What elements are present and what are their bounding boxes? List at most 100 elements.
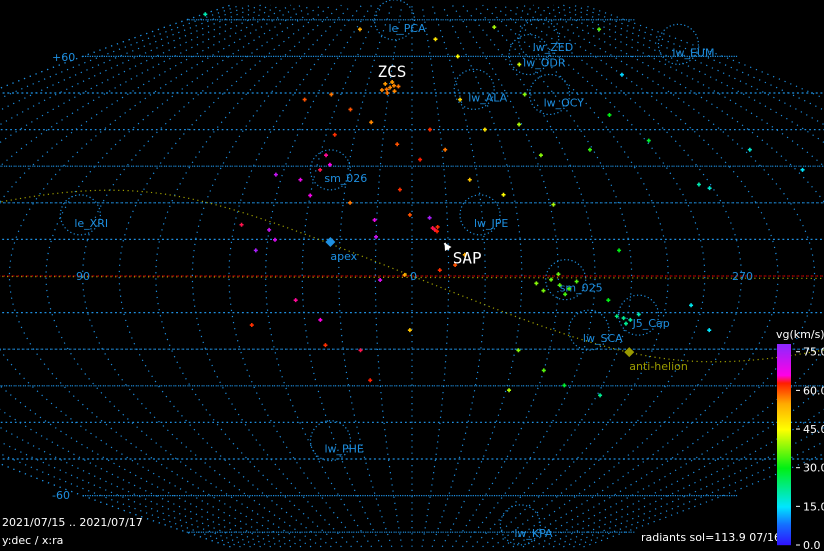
radiant-point (385, 91, 390, 95)
colorbar-segment (777, 382, 791, 384)
colorbar-segment (777, 373, 791, 375)
radiant-point (390, 80, 395, 85)
meridian-line (441, 4, 523, 548)
colorbar-segment (777, 465, 791, 467)
radiant-point (273, 172, 278, 177)
radiant-point (323, 343, 328, 348)
colorbar-segment (777, 402, 791, 404)
meridian-line (228, 4, 363, 548)
colorbar-tick-label: 15.0 (803, 500, 824, 513)
colorbar-segment (777, 483, 791, 485)
colorbar-segment (777, 537, 791, 539)
colorbar-segment (777, 479, 791, 481)
radiant-point (747, 147, 752, 152)
colorbar-segment (777, 357, 791, 359)
colorbar-segment (777, 372, 791, 374)
colorbar-segment (777, 476, 791, 478)
radiant-point (437, 268, 442, 273)
colorbar-segment (777, 473, 791, 475)
colorbar-segment (777, 510, 791, 512)
markers: apex anti-helion (325, 236, 688, 373)
annotations: ZCS SAP (378, 62, 482, 268)
colorbar-segment (777, 347, 791, 349)
shower-circle (59, 194, 101, 236)
shower-circle (657, 23, 700, 65)
shower-label: lw_SCA (583, 332, 623, 345)
colorbar: vg(km/s) 75.0 60.0 45.0 30.0 15.0 0.0 (776, 328, 824, 551)
colorbar-tick-label: 45.0 (803, 423, 824, 436)
colorbar-segment (777, 417, 791, 419)
colorbar-segment (777, 441, 791, 443)
colorbar-segment (777, 375, 791, 377)
radiant-point (551, 202, 556, 207)
colorbar-segment (777, 471, 791, 473)
colorbar-segment (777, 370, 791, 372)
radiant-point (302, 97, 307, 102)
colorbar-segment (777, 408, 791, 410)
radiant-point (556, 272, 561, 277)
radiant-point (646, 138, 651, 143)
axis-caption: y:dec / x:ra (2, 534, 63, 547)
radiant-point (418, 157, 423, 162)
colorbar-segment (777, 404, 791, 406)
colorbar-segment (777, 427, 791, 429)
colorbar-segment (777, 529, 791, 531)
colorbar-segment (777, 420, 791, 422)
colorbar-segment (777, 452, 791, 454)
colorbar-segment (777, 358, 791, 360)
colorbar-segment (777, 349, 791, 351)
colorbar-segment (777, 506, 791, 508)
radiant-point (407, 328, 412, 333)
colorbar-segment (777, 455, 791, 457)
colorbar-segment (777, 393, 791, 395)
colorbar-segment (777, 447, 791, 449)
colorbar-segment (777, 526, 791, 528)
colorbar-segment (777, 352, 791, 354)
colorbar-segment (777, 428, 791, 430)
colorbar-segment (777, 481, 791, 483)
colorbar-segment (777, 446, 791, 448)
colorbar-segment (777, 390, 791, 392)
shower-label: le_XRI (74, 217, 108, 230)
colorbar-segment (777, 378, 791, 380)
marker-label: anti-helion (629, 360, 688, 373)
colorbar-segment (777, 377, 791, 379)
apex-marker (325, 236, 336, 247)
shower-circle (373, 0, 416, 41)
meridian-line (301, 4, 383, 548)
radiant-point (567, 286, 572, 291)
colorbar-segment (777, 523, 791, 525)
colorbar-segment (777, 362, 791, 364)
radiant-point (372, 218, 377, 223)
radiant-point (402, 272, 407, 277)
radiant-point (407, 212, 412, 217)
colorbar-segment (777, 472, 791, 474)
radiant-point (507, 388, 512, 393)
shower-label: sm_026 (324, 172, 367, 185)
colorbar-segment (777, 396, 791, 398)
colorbar-segment (777, 544, 791, 546)
colorbar-segment (777, 542, 791, 544)
colorbar-segment (777, 374, 791, 376)
colorbar-segment (777, 405, 791, 407)
radiant-point (395, 142, 400, 147)
radiant-point (368, 378, 373, 383)
radiant-point (348, 107, 353, 112)
radiant-point (388, 85, 393, 90)
colorbar-segment (777, 540, 791, 542)
colorbar-segment (777, 418, 791, 420)
coordinate-grid (0, 4, 824, 548)
colorbar-segment (777, 462, 791, 464)
colorbar-segment (777, 499, 791, 501)
colorbar-segment (777, 525, 791, 527)
colorbar-segment (777, 437, 791, 439)
colorbar-segment (777, 388, 791, 390)
colorbar-segment (777, 468, 791, 470)
meridian-line (421, 5, 450, 547)
colorbar-segment (777, 512, 791, 514)
colorbar-segment (777, 394, 791, 396)
radiant-point (298, 177, 303, 182)
colorbar-segment (777, 367, 791, 369)
colorbar-segment (777, 486, 791, 488)
